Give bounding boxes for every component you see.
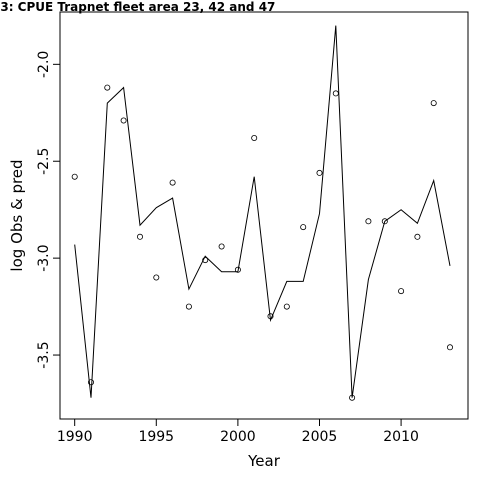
observed-point [365, 218, 372, 225]
x-axis: 1990 1995 2000 2005 2010 [57, 419, 419, 445]
x-tick-label: 2005 [302, 429, 338, 445]
observed-point [332, 90, 339, 97]
observed-point [414, 233, 421, 240]
observed-point [185, 303, 192, 310]
x-axis-label: Year [247, 452, 281, 470]
observed-point [446, 344, 453, 351]
observed-point [169, 179, 176, 186]
observed-point [136, 233, 143, 240]
observed-point [316, 169, 323, 176]
observed-point [120, 117, 127, 124]
y-tick-label: -3.5 [36, 341, 52, 368]
chart-title: 03: CPUE Trapnet fleet area 23, 42 and 4… [0, 0, 275, 14]
observed-point [218, 243, 225, 250]
y-axis: -2.0 -2.5 -3.0 -3.5 [36, 51, 60, 369]
observed-point [283, 303, 290, 310]
observed-point [104, 84, 111, 91]
x-tick-label: 1990 [57, 429, 93, 445]
observed-point [71, 173, 78, 180]
x-tick-label: 2010 [383, 429, 419, 445]
observed-point [398, 288, 405, 295]
observed-point [300, 224, 307, 231]
x-tick-label: 1995 [138, 429, 174, 445]
observed-point [251, 134, 258, 141]
y-tick-label: -2.5 [36, 148, 52, 175]
observed-point [202, 257, 209, 264]
y-tick-label: -2.0 [36, 51, 52, 78]
observed-point [153, 274, 160, 281]
observed-point [234, 266, 241, 273]
x-tick-label: 2000 [220, 429, 256, 445]
observed-point [88, 379, 95, 386]
y-axis-label: log Obs & pred [8, 159, 26, 271]
observed-point [381, 218, 388, 225]
y-tick-label: -3.0 [36, 244, 52, 271]
series-layer [71, 25, 453, 401]
predicted-line [74, 25, 451, 398]
plot-frame [59, 11, 469, 420]
observed-point [430, 100, 437, 107]
